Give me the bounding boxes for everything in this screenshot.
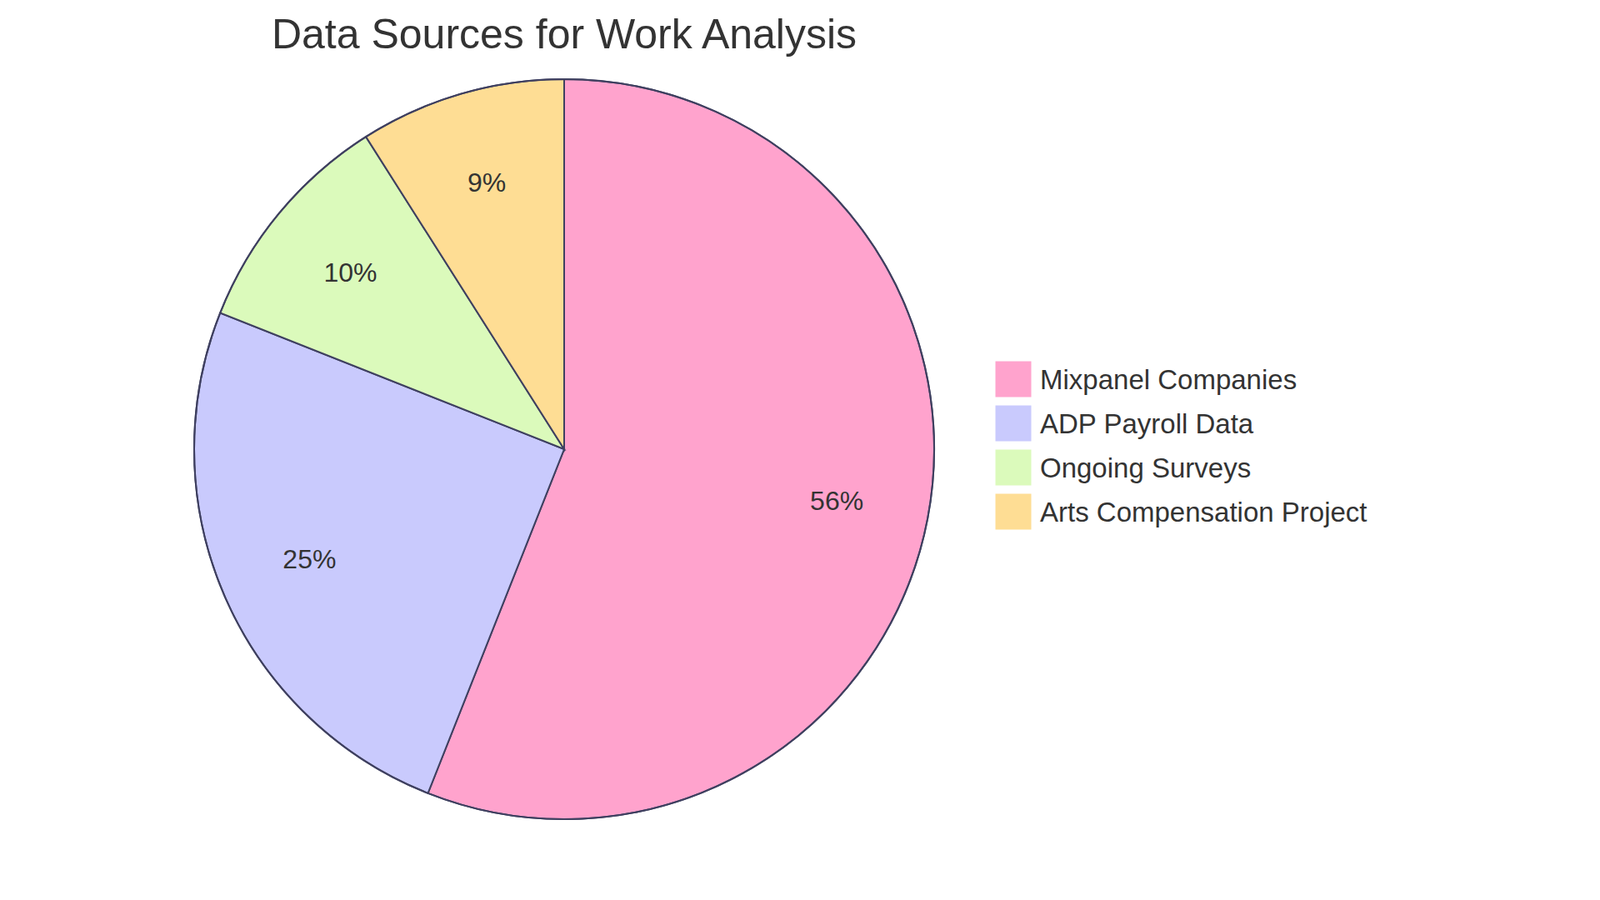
legend-label: Arts Compensation Project: [1040, 496, 1368, 528]
data-labels: 56% 25% 10% 9%: [282, 167, 864, 575]
legend-item: ADP Payroll Data: [995, 405, 1255, 442]
legend-swatch: [995, 449, 1032, 486]
legend-swatch: [995, 405, 1032, 442]
pie: [194, 79, 935, 820]
data-label: 10%: [323, 257, 377, 288]
legend-label: Mixpanel Companies: [1040, 364, 1297, 395]
legend: Mixpanel Companies ADP Payroll Data Ongoin…: [995, 360, 1368, 530]
legend-label: ADP Payroll Data: [1040, 408, 1255, 440]
title: Data Sources for Work Analysis: [271, 10, 857, 58]
legend-item: Mixpanel Companies: [995, 360, 1297, 398]
legend-label: Ongoing Surveys: [1040, 452, 1251, 484]
slice: [365, 79, 565, 450]
legend-item: Arts Compensation Project: [995, 493, 1368, 530]
data-label: 25%: [282, 544, 336, 575]
data-label: 9%: [467, 167, 506, 198]
pie-outline: [194, 79, 935, 820]
legend-item: Ongoing Surveys: [995, 449, 1251, 486]
data-label: 56%: [810, 485, 864, 516]
legend-swatch: [995, 360, 1032, 398]
legend-swatch: [995, 493, 1032, 530]
chart: Data Sources for Work Analysis 56% 25% 10% 9…: [0, 0, 1600, 900]
